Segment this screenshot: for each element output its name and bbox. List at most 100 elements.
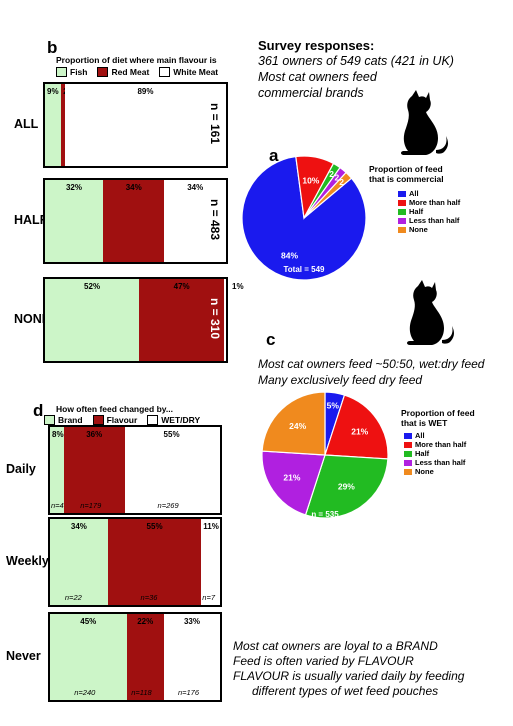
pct-label: 52% — [84, 282, 101, 291]
legend-row: All — [404, 431, 466, 440]
n-label: n=176 — [177, 688, 200, 697]
bar-segment — [124, 427, 219, 513]
pie-total-label: n = 535 — [311, 510, 339, 519]
wet-dry-swatch — [147, 415, 159, 425]
panel-c-pie: 5% 21% 29% 21% 24% n = 535 — [261, 391, 389, 519]
panel-d-note-2: Feed is often varied by FLAVOUR — [233, 654, 414, 668]
survey-title: Survey responses: — [258, 38, 375, 53]
legend-label: Less than half — [415, 458, 466, 467]
pct-label: 11% — [203, 522, 219, 531]
pct-label: 1% — [232, 282, 244, 291]
panel-d-letter: d — [33, 401, 44, 420]
legend-swatch — [398, 199, 406, 206]
bar-box: 52% 47% 1% n = 310 — [43, 277, 244, 363]
legend-brand: Brand — [44, 415, 83, 425]
bar-segment — [50, 427, 64, 513]
legend-swatch — [398, 217, 406, 224]
row-label: ALL — [14, 117, 39, 131]
pie-label: 5% — [327, 401, 340, 411]
pie-slice — [261, 450, 326, 516]
n-label: n=179 — [80, 501, 102, 510]
bar-segment — [50, 519, 108, 605]
bar-segment — [102, 180, 165, 262]
bar-segment — [126, 614, 164, 700]
bar-segment — [139, 279, 225, 361]
bar-segment — [163, 614, 220, 700]
n-label: n=118 — [131, 688, 152, 697]
panel-b-legend-title: Proportion of diet where main flavour is — [56, 55, 217, 65]
panel-c-legend: All More than half Half Less than half None — [404, 431, 466, 476]
panel-c-legend-title: Proportion of feed that is WET — [401, 408, 475, 428]
legend-swatch — [404, 450, 412, 457]
pie-label: 2 — [334, 173, 339, 183]
bar-segment — [224, 279, 226, 361]
page-top-margin — [0, 0, 513, 30]
legend-label: Half — [415, 449, 430, 458]
legend-row: None — [404, 467, 466, 476]
white-meat-swatch — [159, 67, 171, 77]
bar-segment — [164, 180, 226, 262]
panel-d-note-4: different types of wet feed pouches — [252, 684, 439, 698]
pie-slice — [304, 454, 389, 519]
panel-a-legend-title: Proportion of feed that is commercial — [369, 164, 444, 184]
bar-box: 8% n=40 36% n=179 55% n=269 — [48, 425, 222, 515]
legend-swatch — [404, 459, 412, 466]
bar-segment — [45, 84, 62, 166]
pct-label: 36% — [86, 430, 103, 439]
n-label: n=240 — [74, 688, 96, 697]
panel-d-legend-title: How often feed changed by... — [56, 404, 173, 414]
legend-white-meat: White Meat — [159, 67, 218, 77]
legend-label: Less than half — [409, 216, 460, 225]
legend-fish: Fish — [56, 67, 87, 77]
row-label: Never — [6, 649, 41, 663]
cat-silhouette-icon — [392, 90, 454, 160]
bar-segment — [64, 84, 226, 166]
panel-d-note-3: FLAVOUR is usually varied daily by feedi… — [233, 669, 465, 683]
legend-swatch — [404, 432, 412, 439]
survey-line-3: commercial brands — [258, 86, 364, 100]
pct-label: 89% — [137, 87, 154, 96]
cat-silhouette-icon-2 — [398, 280, 460, 350]
legend-row: Less than half — [404, 458, 466, 467]
bar-box: 32% 34% 34% n = 483 — [43, 178, 228, 264]
panel-b-legend: Fish Red Meat White Meat — [56, 67, 228, 77]
n-total-label: n = 310 — [208, 298, 222, 340]
bar-segment — [61, 84, 65, 166]
legend-row: All — [398, 189, 460, 198]
panel-d-legend: Brand Flavour WET/DRY — [44, 415, 210, 425]
pie-slice — [324, 394, 389, 460]
bar-box: 9%2%89%n = 161 — [43, 82, 228, 168]
pie-label: 10% — [302, 176, 319, 186]
pct-label: 33% — [183, 617, 200, 626]
pct-label: 45% — [80, 617, 97, 626]
row-label: NONE — [14, 312, 51, 326]
pct-label: 8% — [52, 430, 64, 439]
row-label: HALF — [14, 213, 48, 227]
legend-flavour: Flavour — [92, 415, 137, 425]
n-label: n=269 — [157, 501, 179, 510]
n-label: n=7 — [202, 593, 216, 602]
bar-segment — [63, 427, 125, 513]
pct-label: 34% — [70, 522, 87, 531]
survey-line-2: Most cat owners feed — [258, 70, 377, 84]
bar-segment — [45, 180, 103, 262]
panel-c-note-2: Many exclusively feed dry feed — [258, 373, 423, 387]
bar-segment — [50, 614, 127, 700]
pct-label: 34% — [187, 183, 204, 192]
pct-label: 22% — [137, 617, 154, 626]
pie-slice — [303, 171, 353, 219]
panel-c-note-1: Most cat owners feed ~50:50, wet:dry fee… — [258, 357, 485, 371]
legend-swatch — [404, 468, 412, 475]
legend-label: More than half — [409, 198, 461, 207]
row-label: Weekly — [6, 554, 49, 568]
pie-label: 84% — [281, 250, 298, 260]
legend-swatch — [398, 226, 406, 233]
legend-label: None — [415, 467, 434, 476]
pie-label: 2 — [329, 169, 334, 179]
legend-red-meat: Red Meat — [97, 67, 149, 77]
legend-row: None — [398, 225, 460, 234]
legend-label: All — [415, 431, 425, 440]
pie-slice — [261, 391, 326, 456]
legend-label: More than half — [415, 440, 467, 449]
legend-label: All — [409, 189, 419, 198]
